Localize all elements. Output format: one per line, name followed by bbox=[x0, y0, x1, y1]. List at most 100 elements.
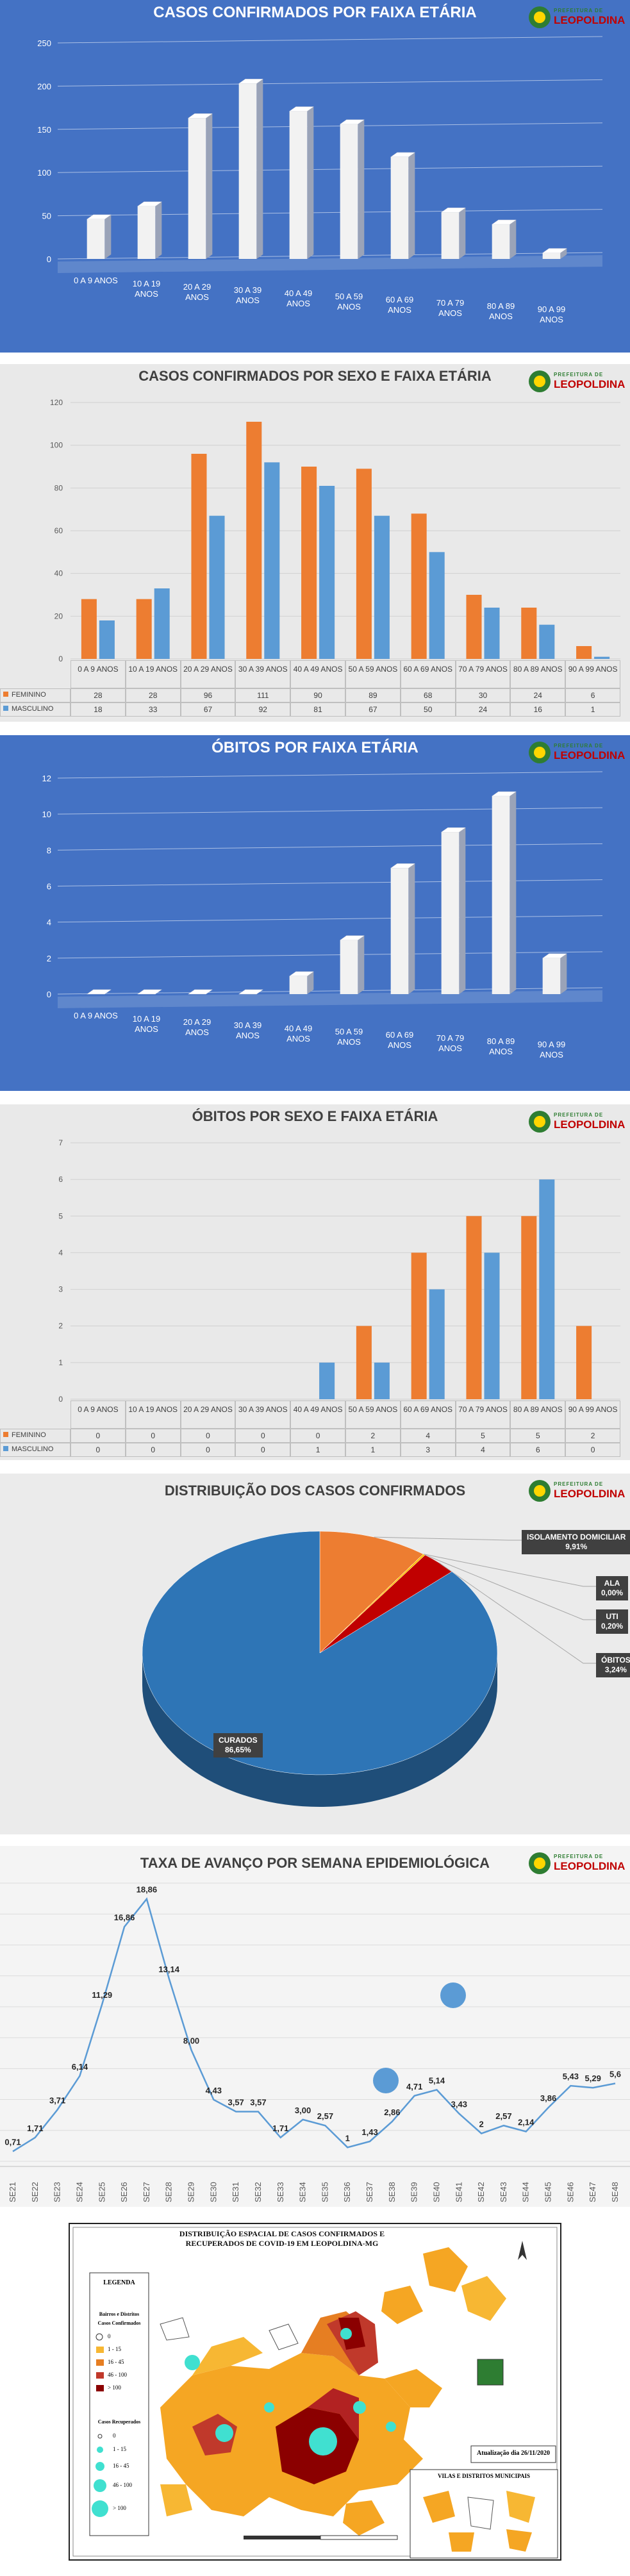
bar bbox=[576, 1325, 592, 1399]
pie-label-name: ÓBITOS bbox=[601, 1656, 630, 1665]
map-shape bbox=[264, 2402, 274, 2413]
y-tick-label: 0 bbox=[47, 990, 51, 999]
map-shape bbox=[353, 2401, 366, 2414]
table-row-label: MASCULINO bbox=[0, 1443, 70, 1457]
bar-side bbox=[560, 953, 567, 994]
x-tick-label: SE38 bbox=[387, 2182, 397, 2202]
legend-item: 16 - 45 bbox=[108, 2359, 124, 2365]
table-header: 70 A 79 ANOS bbox=[455, 1400, 511, 1429]
inset-title: VILAS E DISTRITOS MUNICIPAIS bbox=[438, 2473, 530, 2479]
y-tick-label: 6 bbox=[58, 1175, 63, 1184]
table-row-label: FEMININO bbox=[0, 688, 70, 702]
chart-svg: 0 50 100 150 200 250 bbox=[37, 6, 603, 273]
pie-label: CURADOS 86,65% bbox=[213, 1733, 263, 1757]
logo-emblem bbox=[534, 1485, 545, 1497]
bar-top bbox=[86, 989, 112, 995]
bar bbox=[441, 212, 460, 259]
x-tick-label: 80 A 89 ANOS bbox=[486, 1036, 515, 1056]
table-cell: 5 bbox=[510, 1429, 566, 1443]
grid-line bbox=[57, 879, 603, 886]
bar-top bbox=[390, 863, 416, 868]
grid-line bbox=[57, 36, 603, 44]
chart-title: DISTRIBUIÇÃO DOS CASOS CONFIRMADOS bbox=[164, 1483, 466, 1499]
map-shape bbox=[461, 2276, 506, 2321]
x-tick-label: 60 A 69 ANOS bbox=[385, 295, 414, 315]
table-cell: 67 bbox=[180, 702, 236, 717]
table-cell: 111 bbox=[235, 688, 291, 702]
bar-side bbox=[510, 792, 517, 994]
data-label: 2,86 bbox=[384, 2107, 400, 2117]
map-shape bbox=[160, 2317, 190, 2341]
bar bbox=[340, 940, 358, 994]
table-cell: 30 bbox=[455, 688, 511, 702]
decor-circle bbox=[440, 1982, 466, 2008]
y-tick-label: 60 bbox=[54, 526, 63, 535]
map-title: DISTRIBUIÇÃO ESPACIAL DE CASOS CONFIRMAD… bbox=[179, 2229, 385, 2248]
pie-label-value: 3,24% bbox=[604, 1665, 627, 1674]
data-label: 1,71 bbox=[272, 2123, 288, 2133]
data-label: 3,57 bbox=[228, 2098, 244, 2107]
bar bbox=[319, 1362, 335, 1399]
y-tick-label: 100 bbox=[50, 441, 63, 450]
bar-side bbox=[307, 106, 314, 259]
logo-text: PREFEITURA DE bbox=[554, 1112, 604, 1118]
bar bbox=[411, 1252, 427, 1399]
y-tick-label: 200 bbox=[37, 81, 51, 91]
pie-label-value: 86,65% bbox=[224, 1745, 251, 1754]
x-tick-label: SE28 bbox=[164, 2182, 174, 2202]
x-tick-label: 20 A 29 ANOS bbox=[183, 282, 211, 302]
x-tick-label: 0 A 9 ANOS bbox=[74, 276, 118, 285]
x-tick-label: SE30 bbox=[208, 2182, 218, 2202]
grid-line bbox=[57, 951, 603, 959]
logo-text: PREFEITURA DE bbox=[554, 1481, 604, 1487]
floor bbox=[58, 255, 602, 273]
data-label: 1,43 bbox=[361, 2127, 377, 2137]
map-shape bbox=[467, 2497, 494, 2530]
map-shape bbox=[506, 2529, 532, 2552]
x-tick-label: 0 A 9 ANOS bbox=[74, 1011, 118, 1020]
data-label: 11,29 bbox=[92, 1990, 112, 2000]
data-label: 3,00 bbox=[295, 2106, 311, 2115]
map-shape bbox=[449, 2532, 474, 2552]
bar bbox=[441, 832, 460, 994]
x-tick-label: 20 A 29 ANOS bbox=[183, 1017, 211, 1037]
decor-circle bbox=[373, 2068, 399, 2093]
map-shape bbox=[381, 2286, 423, 2324]
chart-panel: DISTRIBUIÇÃO DOS CASOS CONFIRMADOS PREFEI… bbox=[0, 1474, 630, 1834]
x-tick-label: 80 A 89 ANOS bbox=[486, 301, 515, 321]
y-tick-label: 2 bbox=[58, 1322, 63, 1331]
x-tick-label: 90 A 99 ANOS bbox=[537, 304, 566, 324]
table-header: 0 A 9 ANOS bbox=[70, 1400, 126, 1429]
map-shape bbox=[192, 2337, 263, 2375]
grid-line bbox=[57, 79, 603, 87]
data-label: 5,29 bbox=[585, 2073, 601, 2083]
table-header: 70 A 79 ANOS bbox=[455, 660, 511, 688]
y-tick-label: 6 bbox=[47, 882, 51, 892]
bar bbox=[484, 1252, 500, 1399]
table-cell: 0 bbox=[70, 1429, 126, 1443]
bar bbox=[429, 552, 445, 659]
x-tick-label: 40 A 49 ANOS bbox=[284, 288, 313, 308]
grid-line bbox=[57, 122, 603, 130]
pie-label-value: 0,20% bbox=[601, 1622, 624, 1631]
map-shape bbox=[518, 2241, 527, 2260]
bar bbox=[429, 1289, 445, 1399]
y-tick-label: 120 bbox=[50, 398, 63, 407]
table-header: 10 A 19 ANOS bbox=[125, 660, 181, 688]
table-cell: 89 bbox=[345, 688, 401, 702]
logo-text: PREFEITURA DE bbox=[554, 743, 604, 749]
bar bbox=[209, 515, 225, 659]
table-cell: 96 bbox=[180, 688, 236, 702]
map-shape bbox=[423, 2491, 455, 2523]
table-cell: 2 bbox=[565, 1429, 620, 1443]
x-tick-label: 70 A 79 ANOS bbox=[436, 298, 465, 318]
legend-item: > 100 bbox=[108, 2384, 121, 2391]
y-tick-label: 2 bbox=[47, 954, 51, 963]
legend-swatch bbox=[3, 1432, 8, 1437]
pie-wall bbox=[142, 1653, 497, 1807]
x-tick-label: 10 A 19 ANOS bbox=[132, 1014, 161, 1034]
map-shape bbox=[470, 2445, 556, 2463]
bar bbox=[188, 118, 206, 259]
chart-panel: 0,71 SE21 1,71 SE22 3,71 SE23 6,14 SE24 11,29 SE2… bbox=[0, 1846, 630, 2207]
map-panel: DISTRIBUIÇÃO ESPACIAL DE CASOS CONFIRMAD… bbox=[0, 2215, 630, 2576]
